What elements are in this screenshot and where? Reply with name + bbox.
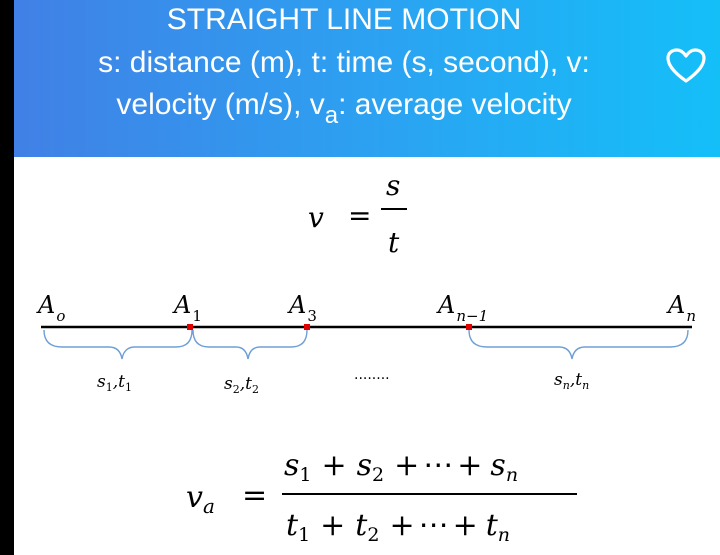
header-subscript-a: a bbox=[324, 102, 339, 129]
marker-a3 bbox=[304, 324, 310, 330]
marker-an-minus-1 bbox=[466, 324, 472, 330]
label-s2-t2: s2,t2 bbox=[224, 374, 259, 396]
header-definition-line-2: velocity (m/s), va: average velocity bbox=[14, 88, 674, 128]
marker-a1 bbox=[187, 324, 193, 330]
formula-velocity-eq: = bbox=[348, 199, 371, 232]
formula-velocity-denominator: t bbox=[388, 226, 400, 259]
header-average-text: : average velocity bbox=[338, 88, 572, 121]
label-sn-tn: sn,tn bbox=[554, 370, 589, 392]
brace-segment-n bbox=[468, 329, 689, 360]
label-a3: A3 bbox=[287, 291, 317, 325]
label-a1: A1 bbox=[172, 291, 202, 325]
motion-diagram: v = s t Ao A1 A3 An−1 An bbox=[36, 169, 696, 546]
formula-avg-lhs: va bbox=[186, 480, 215, 518]
point-labels: Ao A1 A3 An−1 An bbox=[36, 291, 696, 325]
formula-avg-eq: = bbox=[242, 478, 267, 513]
formula-average-velocity: va = s1 + s2 + ⋯ + sn t1 + t2 + ⋯ + tn bbox=[186, 448, 577, 546]
label-an: An bbox=[666, 291, 696, 325]
heart-outline-icon[interactable] bbox=[666, 48, 706, 84]
header-title: STRAIGHT LINE MOTION bbox=[166, 3, 522, 36]
content-area: v = s t Ao A1 A3 An−1 An bbox=[14, 157, 720, 555]
app-frame: STRAIGHT LINE MOTION s: distance (m), t:… bbox=[14, 0, 720, 555]
segment-labels: s1,t1 s2,t2 sn,tn bbox=[97, 370, 589, 396]
header-definition-line: s: distance (m), t: time (s, second), v: bbox=[98, 46, 590, 79]
label-s1-t1: s1,t1 bbox=[97, 372, 132, 394]
header-banner: STRAIGHT LINE MOTION s: distance (m), t:… bbox=[14, 0, 720, 157]
brace-segment-1 bbox=[43, 329, 193, 360]
formula-velocity-numerator: s bbox=[386, 169, 400, 202]
brace-segment-2 bbox=[192, 329, 308, 360]
ellipsis-dots: ........ bbox=[354, 367, 390, 383]
formula-avg-numerator: s1 + s2 + ⋯ + sn bbox=[284, 448, 518, 486]
label-an-minus-1: An−1 bbox=[436, 291, 488, 325]
label-a0: Ao bbox=[36, 291, 65, 325]
formula-velocity-lhs: v bbox=[308, 201, 324, 234]
formula-avg-denominator: t1 + t2 + ⋯ + tn bbox=[286, 508, 510, 546]
formula-velocity: v = s t bbox=[308, 169, 407, 259]
header-velocity-text: velocity (m/s), v bbox=[116, 88, 325, 121]
